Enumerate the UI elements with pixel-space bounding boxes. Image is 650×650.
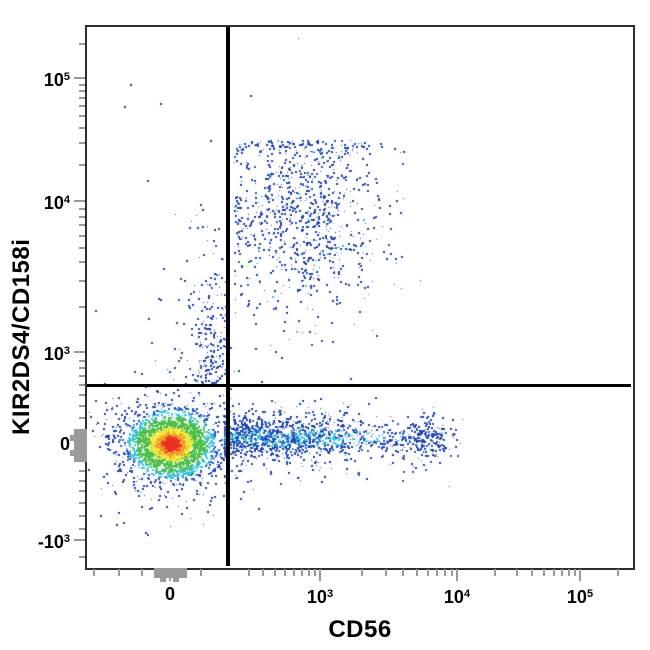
x-minor-tick (427, 569, 429, 576)
x-minor-tick (248, 569, 250, 576)
y-minor-tick (79, 208, 85, 210)
y-minor-tick (79, 490, 85, 492)
x-axis-compression-notch (173, 578, 179, 582)
x-minor-tick (402, 569, 404, 576)
y-minor-tick (79, 502, 85, 504)
y-minor-tick (79, 515, 85, 517)
y-minor-tick (79, 84, 85, 86)
x-minor-tick (617, 569, 619, 576)
x-minor-tick (561, 569, 563, 576)
x-minor-tick (451, 569, 453, 576)
x-tick-label: 103 (306, 587, 334, 607)
x-minor-tick (543, 569, 545, 576)
y-axis-compression-notch (70, 435, 74, 441)
y-minor-tick (79, 142, 85, 144)
y-tick-label: -103 (37, 532, 70, 552)
x-minor-tick (361, 569, 363, 576)
y-minor-tick (79, 105, 85, 107)
y-minor-tick (79, 394, 85, 396)
y-minor-tick (79, 367, 85, 369)
x-tick-label: 105 (566, 587, 594, 607)
x-axis-title: CD56 (328, 616, 392, 643)
y-minor-tick (79, 556, 85, 558)
y-tick-label: 105 (43, 70, 70, 90)
y-minor-tick (79, 164, 85, 166)
x-minor-tick (444, 569, 446, 576)
x-minor-tick (531, 569, 533, 576)
y-axis-compression-notch (70, 450, 74, 456)
x-major-tick (319, 569, 321, 581)
y-minor-tick (79, 97, 85, 99)
y-tick-label: 103 (43, 344, 70, 364)
y-major-tick (74, 77, 85, 79)
x-minor-tick (200, 569, 202, 576)
y-minor-tick (79, 235, 85, 237)
y-tick-label: 104 (43, 193, 70, 213)
y-minor-tick (79, 480, 85, 482)
x-major-tick (456, 569, 458, 581)
y-minor-tick (79, 261, 85, 263)
x-minor-tick (553, 569, 555, 576)
y-minor-tick (79, 417, 85, 419)
y-minor-tick (79, 528, 85, 530)
x-axis-compression-marker (154, 568, 187, 578)
y-minor-tick (79, 127, 85, 129)
x-major-tick (579, 569, 581, 581)
y-major-tick (74, 351, 85, 353)
x-minor-tick (314, 569, 316, 576)
y-minor-tick (79, 384, 85, 386)
x-minor-tick (574, 569, 576, 576)
x-minor-tick (568, 569, 570, 576)
y-minor-tick (79, 405, 85, 407)
x-minor-tick (301, 569, 303, 576)
x-minor-tick (93, 569, 95, 576)
quadrant-gate-horizontal-line[interactable] (87, 384, 631, 387)
x-minor-tick (385, 569, 387, 576)
x-minor-tick (262, 569, 264, 576)
y-minor-tick (79, 224, 85, 226)
y-minor-tick (79, 43, 85, 45)
y-minor-tick (79, 247, 85, 249)
y-tick-label: 0 (59, 434, 70, 454)
y-major-tick (74, 200, 85, 202)
x-minor-tick (284, 569, 286, 576)
y-major-tick (74, 539, 85, 541)
x-minor-tick (274, 569, 276, 576)
x-minor-tick (436, 569, 438, 576)
x-minor-tick (416, 569, 418, 576)
y-minor-tick (79, 360, 85, 362)
plot-border (85, 25, 635, 570)
quadrant-gate-vertical-line[interactable] (226, 27, 230, 566)
y-minor-tick (79, 470, 85, 472)
y-minor-tick (79, 280, 85, 282)
y-minor-tick (79, 115, 85, 117)
y-minor-tick (79, 306, 85, 308)
y-axis-compression-marker (74, 429, 87, 462)
x-tick-label: 0 (164, 584, 175, 604)
y-axis-title: KIR2DS4/CD158i (8, 238, 35, 435)
x-minor-tick (308, 569, 310, 576)
x-minor-tick (118, 569, 120, 576)
y-minor-tick (79, 90, 85, 92)
x-minor-tick (494, 569, 496, 576)
x-tick-label: 104 (443, 587, 471, 607)
x-axis-compression-notch (160, 578, 166, 582)
x-minor-tick (293, 569, 295, 576)
y-minor-tick (79, 375, 85, 377)
x-minor-tick (141, 569, 143, 576)
y-minor-tick (79, 216, 85, 218)
x-minor-tick (516, 569, 518, 576)
